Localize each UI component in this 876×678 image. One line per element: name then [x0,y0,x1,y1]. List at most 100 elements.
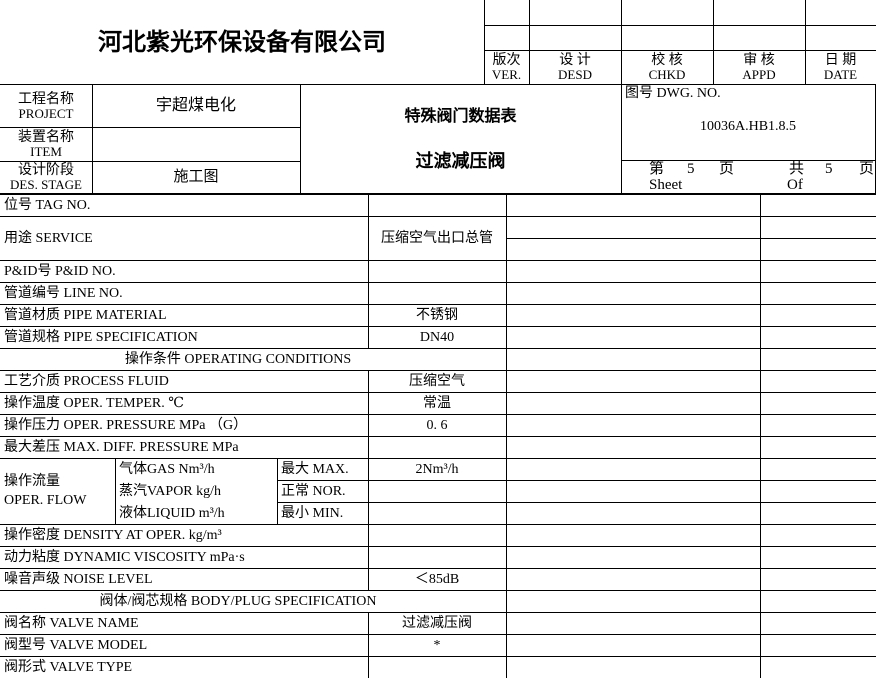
spare-cell [760,216,876,239]
spare-cell [506,458,761,481]
of-label-en: Of [787,177,803,193]
spare-cell [506,568,761,591]
flow-min-value [368,502,507,525]
row-value-pipe-material: 不锈钢 [368,304,507,327]
sheet-block: 第 5 页 Sheet 共 5 页 Of [621,160,876,194]
signoff-blank-cell [713,0,806,26]
spare-cell [506,436,761,459]
spare-cell [760,590,876,613]
spare-cell [506,392,761,415]
spare-cell [506,194,761,217]
spare-cell [506,546,761,569]
row-label-valve-name: 阀名称 VALVE NAME [0,612,369,635]
item-label-cn: 装置名称 [18,130,74,145]
item-label-en: ITEM [30,144,62,159]
project-value: 宇超煤电化 [92,84,301,128]
drawing-number-block: 图号 DWG. NO. 10036A.HB1.8.5 [621,84,876,161]
item-value [92,127,301,162]
row-value-valve-model: * [368,634,507,657]
spare-cell [760,612,876,635]
row-value-fluid: 压缩空气 [368,370,507,393]
row-value-noise: ＜85dB [368,568,507,591]
row-value-density [368,524,507,547]
flow-medium-list: 气体GAS Nm³/h 蒸汽VAPOR kg/h 液体LIQUID m³/h [115,458,278,525]
drawing-number: 10036A.HB1.8.5 [699,119,797,134]
flow-gas: 气体GAS Nm³/h [119,461,215,477]
row-value-pipe-spec: DN40 [368,326,507,349]
spare-cell [506,304,761,327]
signoff-appd-en: APPD [742,67,776,82]
row-label-line: 管道编号 LINE NO. [0,282,369,305]
spare-cell [506,260,761,283]
item-label: 装置名称 ITEM [0,127,93,162]
spare-cell [506,348,761,371]
signoff-chkd-cn: 校 核 [651,53,683,68]
flow-label-cn: 操作流量 [4,474,60,489]
of-page-unit: 页 [859,161,875,177]
flow-nor-value [368,480,507,503]
signoff-blank-cell [484,0,530,26]
company-name: 河北紫光环保设备有限公司 [0,0,485,85]
spare-cell [760,238,876,261]
row-value-temper: 常温 [368,392,507,415]
sheet-label-en: Sheet [649,177,683,193]
spare-cell [760,282,876,305]
signoff-date-en: DATE [823,67,858,82]
row-value-valve-name: 过滤减压阀 [368,612,507,635]
signoff-chkd-en: CHKD [648,67,686,82]
signoff-desd-en: DESD [558,67,592,82]
row-value-viscosity [368,546,507,569]
spare-cell [506,326,761,349]
row-label-temper: 操作温度 OPER. TEMPER. ℃ [0,392,369,415]
signoff-desd-cn: 设 计 [559,53,591,68]
section-divider [0,193,876,195]
flow-vapor: 蒸汽VAPOR kg/h [119,483,222,499]
sheet-number: 5 [687,161,695,177]
row-value-max-diff [368,436,507,459]
section-header-operating: 操作条件 OPERATING CONDITIONS [0,348,507,371]
signoff-ver-header: 版次 VER. [484,50,530,85]
signoff-ver-cn: 版次 [492,53,521,68]
spare-cell [760,656,876,678]
sheet-label: 第 [649,161,665,177]
spare-cell [506,216,761,239]
spare-cell [506,524,761,547]
document-subtitle: 过滤减压阀 [415,151,506,173]
row-label-viscosity: 动力粘度 DYNAMIC VISCOSITY mPa·s [0,546,369,569]
row-value-valve-type [368,656,507,678]
row-value-pressure: 0. 6 [368,414,507,437]
row-value-pid [368,260,507,283]
row-label-pipe-material: 管道材质 PIPE MATERIAL [0,304,369,327]
spare-cell [760,304,876,327]
spare-cell [760,370,876,393]
document-title: 特殊阀门数据表 [404,105,517,125]
signoff-desd-header: 设 计 DESD [529,50,622,85]
signoff-date-cn: 日 期 [824,53,857,68]
signoff-blank-cell [805,0,876,26]
sheet-page-unit: 页 [719,161,735,177]
section-header-body: 阀体/阀芯规格 BODY/PLUG SPECIFICATION [0,590,507,613]
row-label-valve-type: 阀形式 VALVE TYPE [0,656,369,678]
document-title-block: 特殊阀门数据表 过滤减压阀 [300,84,622,194]
row-label-max-diff: 最大差压 MAX. DIFF. PRESSURE MPa [0,436,369,459]
row-value-line [368,282,507,305]
spare-cell [760,392,876,415]
spare-cell [760,458,876,481]
project-label: 工程名称 PROJECT [0,84,93,128]
spare-cell [760,348,876,371]
flow-min-label: 最小 MIN. [277,502,369,525]
row-label-fluid: 工艺介质 PROCESS FLUID [0,370,369,393]
drawing-number-label: 图号 DWG. NO. [625,86,721,101]
spare-cell [506,656,761,678]
signoff-chkd-header: 校 核 CHKD [621,50,714,85]
row-label-pressure: 操作压力 OPER. PRESSURE MPa （G） [0,414,369,437]
stage-label: 设计阶段 DES. STAGE [0,161,93,194]
signoff-appd-cn: 审 核 [743,53,775,68]
spare-cell [506,502,876,525]
signoff-blank-cell [621,25,714,51]
stage-label-cn: 设计阶段 [18,163,74,178]
signoff-appd-header: 审 核 APPD [713,50,806,85]
spare-cell [760,524,876,547]
spare-cell [506,238,761,261]
